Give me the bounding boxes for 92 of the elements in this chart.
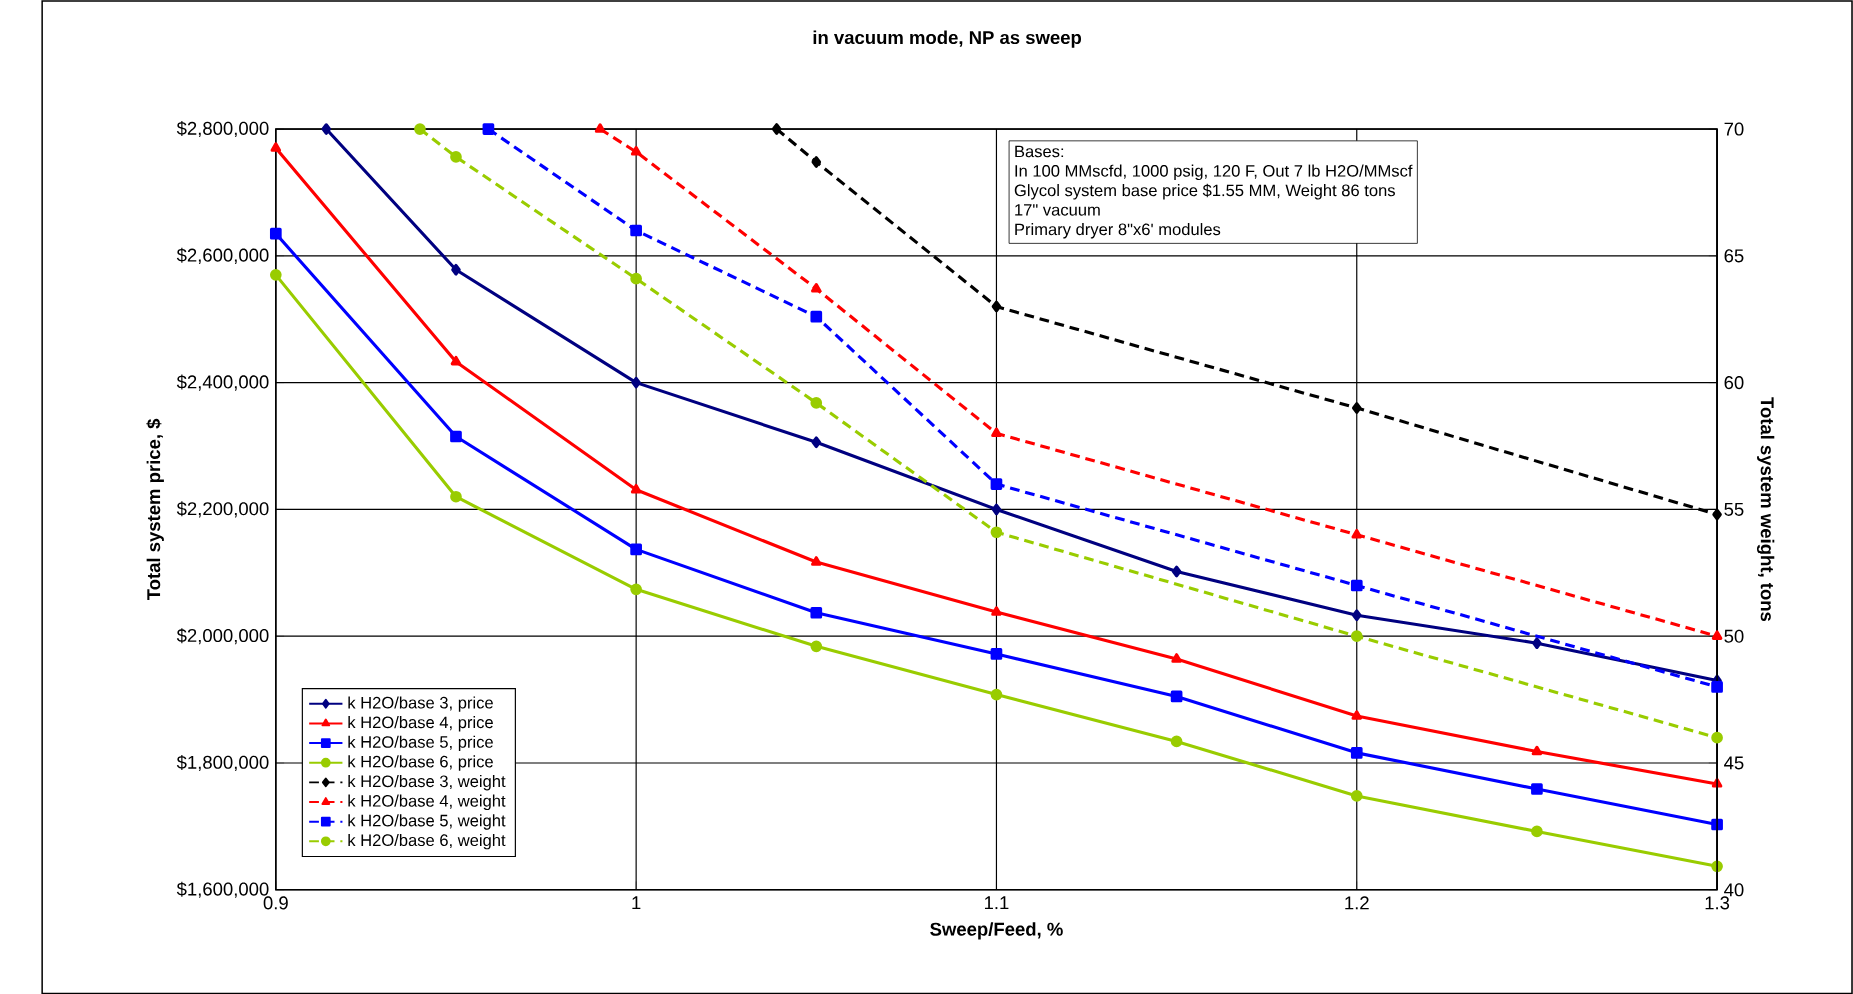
y2-tick-label: 45 [1724, 756, 1744, 770]
legend-label: k H2O/base 5, price [348, 735, 493, 751]
point [1711, 731, 1723, 744]
point [1711, 630, 1723, 640]
point [270, 142, 282, 152]
x-tick-label: 0.9 [263, 896, 288, 910]
point [1171, 652, 1182, 663]
point [810, 310, 823, 323]
y2-tick-label: 55 [1724, 502, 1744, 516]
legend-label: k H2O/base 6, price [348, 755, 493, 771]
point [990, 478, 1003, 490]
point [811, 555, 822, 566]
point [269, 227, 282, 240]
point [631, 376, 641, 389]
legend-label: k H2O/base 5, weight [348, 814, 506, 830]
point [594, 123, 606, 133]
point [1170, 690, 1183, 703]
point [321, 123, 332, 135]
y-tick-label: $2,200,000 [176, 501, 269, 518]
point [1351, 609, 1362, 621]
legend-label: k H2O/base 4, weight [348, 794, 506, 810]
point [1711, 680, 1723, 693]
legend-label: k H2O/base 3, weight [348, 774, 506, 791]
point [990, 688, 1003, 701]
x-tick-label: 1.1 [984, 896, 1009, 909]
point [1350, 746, 1363, 759]
point [1351, 528, 1363, 539]
y2-tick-label: 65 [1724, 249, 1744, 263]
point [450, 150, 462, 163]
point [630, 543, 642, 555]
y-tick-label: $2,800,000 [176, 120, 269, 137]
annotation: Bases: [1015, 145, 1064, 158]
point [630, 483, 642, 494]
point [1350, 789, 1363, 802]
point [810, 606, 823, 619]
point [1712, 508, 1722, 521]
point [414, 123, 426, 135]
point [630, 583, 642, 595]
y2-tick-label: 50 [1724, 629, 1744, 643]
point [482, 123, 495, 135]
point [1351, 710, 1363, 720]
y2-tick-label: 70 [1724, 122, 1744, 136]
point [1171, 565, 1182, 578]
chart-title: in vacuum mode, NP as sweep [813, 30, 1082, 48]
point [771, 123, 782, 135]
y-tick-label: $1,600,000 [176, 881, 269, 898]
point [1350, 630, 1363, 642]
point [451, 263, 461, 276]
y-tick-label: $2,600,000 [176, 247, 269, 264]
point [269, 268, 282, 281]
point [811, 155, 822, 168]
y2-tick-label: 60 [1724, 375, 1744, 389]
point [1350, 579, 1363, 592]
legend-label: k H2O/base 6, weight [348, 833, 506, 850]
x-tick-label: 1.3 [1705, 896, 1730, 910]
point [990, 647, 1003, 660]
y-tick-label: $2,400,000 [176, 374, 269, 391]
point [810, 396, 823, 409]
annotation: In 100 MMscfd, 1000 psig, 120 F, Out 7 lb H2O/MMscf [1015, 164, 1413, 180]
point [991, 300, 1002, 313]
x-tick-label: 1 [632, 896, 641, 909]
legend-label: k H2O/base 4, price [348, 715, 493, 732]
y2-axis-title: Total system weight, tons [1756, 396, 1775, 621]
point [630, 224, 642, 237]
y-axis-title: Total system price, $ [146, 418, 164, 600]
point [991, 427, 1002, 437]
point [1531, 782, 1543, 795]
point [991, 606, 1002, 616]
point [450, 355, 462, 366]
y-tick-label: $2,000,000 [176, 627, 269, 645]
annotation: Glycol system base price $1.55 MM, Weight 86 tons [1014, 183, 1395, 200]
annotation: 17" vacuum [1015, 203, 1100, 216]
point [630, 272, 642, 285]
point [810, 640, 823, 652]
point [1170, 735, 1183, 748]
x-tick-label: 1.2 [1345, 896, 1369, 910]
point [450, 430, 462, 443]
point [630, 145, 642, 156]
point [1532, 637, 1542, 649]
point [1531, 825, 1543, 838]
y2-tick-label: 40 [1724, 883, 1744, 897]
legend-label: k H2O/base 3, price [348, 696, 493, 712]
point [450, 490, 462, 503]
x-axis-title: Sweep/Feed, % [930, 921, 1063, 940]
point [990, 526, 1003, 538]
point [1351, 401, 1362, 414]
point [811, 436, 822, 448]
point [1531, 745, 1543, 756]
y-tick-label: $1,800,000 [176, 754, 269, 771]
annotation: Primary dryer 8"x6' modules [1015, 222, 1221, 239]
point [991, 503, 1002, 516]
point [811, 282, 822, 293]
